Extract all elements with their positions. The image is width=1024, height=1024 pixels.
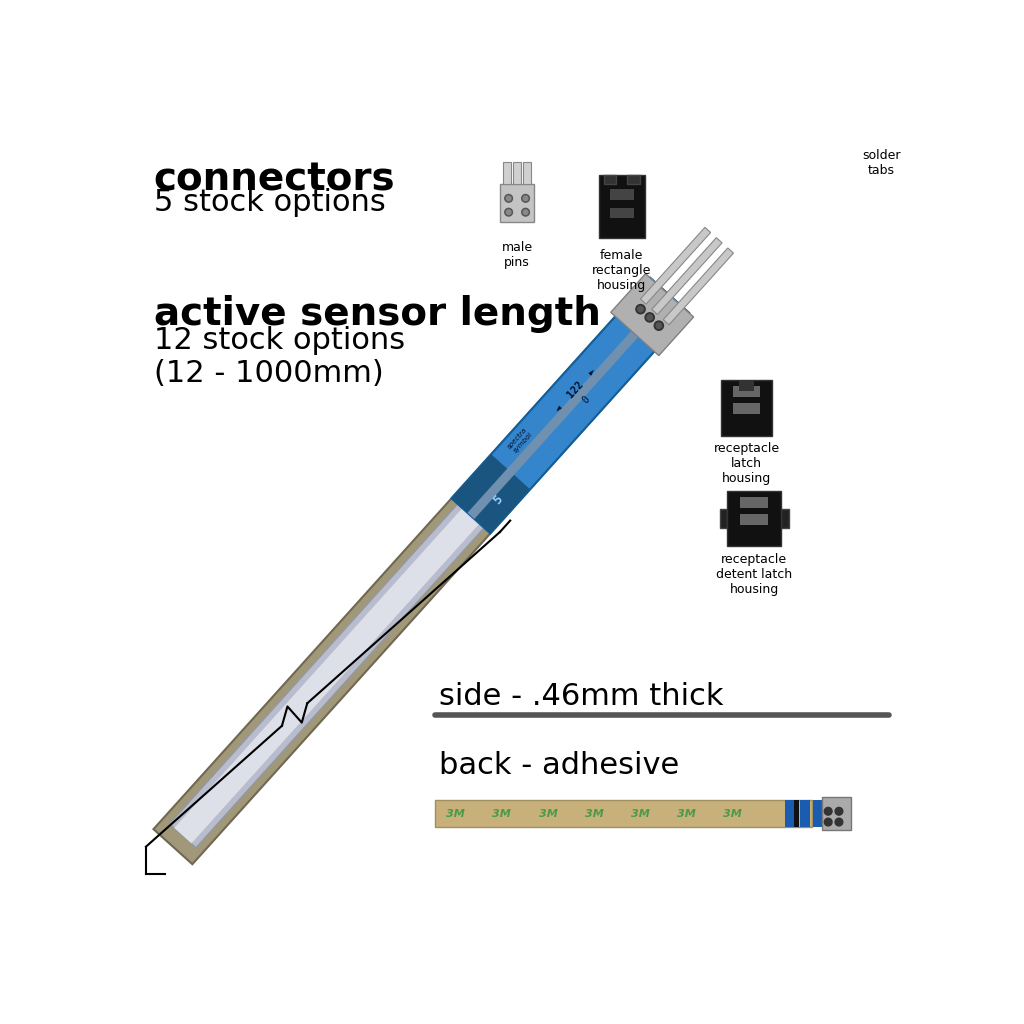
Bar [599,175,645,239]
Bar [628,175,640,184]
Bar [785,801,795,826]
Circle shape [506,210,511,214]
Bar [435,801,812,826]
Text: 5 stock options: 5 stock options [154,187,385,216]
Text: 3M: 3M [677,809,696,818]
Circle shape [654,322,664,331]
Text: back - adhesive: back - adhesive [438,752,679,780]
Bar [523,162,531,183]
Text: (12 - 1000mm): (12 - 1000mm) [154,358,383,387]
Text: 0: 0 [581,394,592,406]
Bar [720,509,727,528]
Polygon shape [154,278,689,864]
Text: 5: 5 [490,493,505,507]
Text: side - .46mm thick: side - .46mm thick [438,682,723,711]
Circle shape [656,323,662,329]
Text: 3M: 3M [724,809,742,818]
Text: 3M: 3M [585,809,604,818]
Polygon shape [170,499,489,848]
Polygon shape [610,273,693,355]
Bar [822,798,851,829]
Bar [801,801,810,826]
Circle shape [523,210,528,214]
Circle shape [521,195,529,202]
Bar [500,183,535,222]
Text: ◄  122  ►: ◄ 122 ► [553,367,598,415]
Text: receptacle
latch
housing: receptacle latch housing [714,441,779,484]
Text: active sensor length: active sensor length [154,295,600,334]
Bar [513,162,521,183]
Text: 3M: 3M [539,809,557,818]
Circle shape [836,818,843,826]
Bar [740,497,768,508]
Bar [740,514,768,525]
Bar [733,403,761,414]
Circle shape [523,196,528,201]
Bar [609,189,634,200]
Bar [604,175,616,184]
Polygon shape [664,248,733,325]
Circle shape [506,196,511,201]
Circle shape [647,314,652,321]
Circle shape [638,306,643,312]
Circle shape [645,312,654,322]
Text: 3M: 3M [446,809,465,818]
Bar [813,801,822,826]
Bar [795,801,799,826]
Bar [721,380,772,435]
Text: 3M: 3M [631,809,650,818]
Polygon shape [640,227,711,304]
Bar [609,208,634,218]
Circle shape [636,304,645,313]
Polygon shape [452,455,530,534]
Circle shape [824,818,833,826]
Polygon shape [652,238,722,314]
Text: spectra
symbol: spectra symbol [507,426,534,455]
Circle shape [836,807,843,815]
Circle shape [824,807,833,815]
Circle shape [521,208,529,216]
Text: receptacle
detent latch
housing: receptacle detent latch housing [716,553,793,596]
Text: connectors: connectors [154,161,395,199]
Text: 3M: 3M [493,809,511,818]
Polygon shape [452,278,689,534]
Circle shape [505,195,512,202]
Circle shape [505,208,512,216]
Polygon shape [468,292,673,519]
Text: female
rectangle
housing: female rectangle housing [592,249,651,292]
Bar [733,386,761,397]
Bar [781,509,788,528]
Text: male
pins: male pins [502,242,532,269]
Bar [727,490,781,547]
Text: solder
tabs: solder tabs [862,150,900,177]
Polygon shape [174,503,484,844]
Text: 12 stock options: 12 stock options [154,327,404,355]
Bar [503,162,511,183]
Bar [739,380,755,391]
